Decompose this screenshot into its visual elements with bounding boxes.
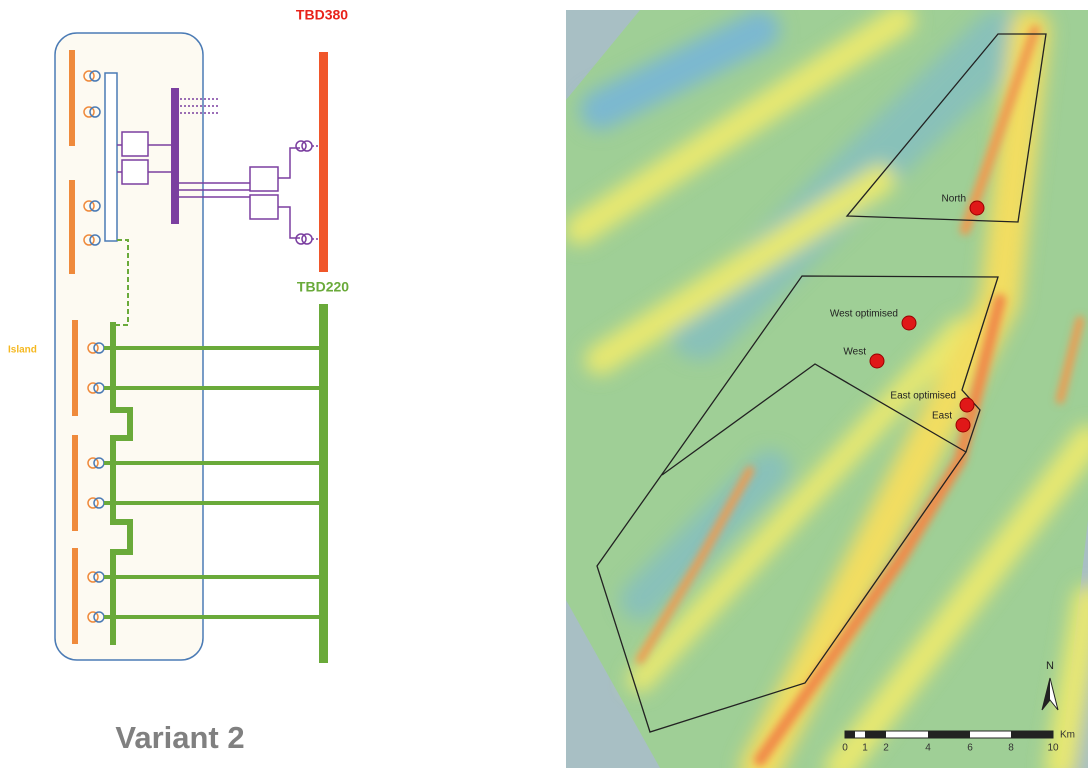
single-line-diagram: Island: [8, 7, 349, 755]
scale-label: 10: [1047, 743, 1059, 754]
site-marker: [956, 418, 970, 432]
bus-220: [319, 304, 328, 663]
scale-label: 2: [883, 743, 889, 754]
scale-label: 8: [1008, 743, 1014, 754]
site-label: West: [843, 347, 866, 358]
scale-label: 6: [967, 743, 973, 754]
site-marker: [902, 316, 916, 330]
bus-380-label: TBD380: [296, 7, 348, 23]
dc-bus: [171, 88, 179, 224]
site-label: East optimised: [890, 391, 956, 402]
scale-unit: Km: [1060, 730, 1075, 741]
island-label: Island: [8, 345, 37, 356]
site-label: East: [932, 411, 952, 422]
scale-label: 4: [925, 743, 931, 754]
north-label: N: [1046, 660, 1054, 672]
site-marker: [970, 201, 984, 215]
page: Island: [0, 0, 1088, 768]
map: [566, 10, 1088, 768]
scale-label: 0: [842, 743, 848, 754]
site-marker: [960, 398, 974, 412]
site-marker: [870, 354, 884, 368]
site-label: North: [942, 194, 966, 205]
bus-380: [319, 52, 328, 272]
island-bus: [105, 73, 117, 241]
bus-220-label: TBD220: [297, 279, 349, 295]
site-label: West optimised: [830, 309, 898, 320]
scale-label: 1: [862, 743, 868, 754]
diagram-title: Variant 2: [115, 720, 244, 755]
